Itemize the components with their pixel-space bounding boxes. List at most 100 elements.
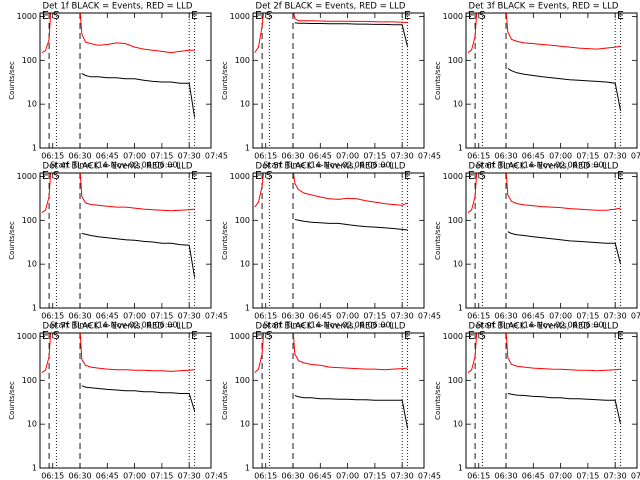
y-tick-label: 100	[22, 376, 37, 385]
x-tick-label: 06:15	[254, 312, 277, 321]
x-tick-label: 07:15	[576, 472, 599, 480]
annotation: E	[255, 329, 262, 342]
series-line	[81, 73, 196, 118]
x-tick-label: 07:15	[150, 312, 173, 321]
x-tick-label: 06:30	[494, 312, 517, 321]
y-tick-label: 100	[448, 216, 463, 225]
annotation: S	[53, 169, 60, 182]
y-tick-label: 1	[458, 304, 463, 313]
y-tick-label: 10	[453, 420, 463, 429]
y-tick-label: 1000	[17, 332, 37, 341]
series-line	[41, 173, 195, 214]
x-tick-label: 06:15	[467, 152, 490, 161]
x-tick-label: 07:45	[418, 472, 441, 480]
x-tick-label: 07:45	[418, 152, 441, 161]
y-tick-label: 1000	[443, 332, 463, 341]
annotation: E	[617, 9, 624, 22]
x-tick-label: 06:15	[467, 312, 490, 321]
series-line	[467, 13, 621, 54]
annotation: E	[191, 329, 198, 342]
x-tick-label: 07:30	[391, 312, 414, 321]
y-axis-label: Counts/sec	[434, 221, 442, 260]
x-tick-label: 06:45	[309, 312, 332, 321]
x-tick-label: 06:45	[522, 312, 545, 321]
x-tick-label: 07:00	[549, 152, 572, 161]
annotation: E	[42, 9, 49, 22]
annotation: E	[404, 329, 411, 342]
y-tick-label: 10	[27, 420, 37, 429]
panel: Det 3f BLACK = Events, RED = LLD Start Ti…	[434, 2, 640, 170]
x-tick-label: 07:45	[205, 152, 228, 161]
annotation: E	[191, 169, 198, 182]
plot-frame	[252, 172, 425, 309]
x-tick-label: 06:30	[68, 152, 91, 161]
plot-area	[41, 333, 196, 468]
x-tick-label: 06:45	[96, 152, 119, 161]
series-line	[41, 333, 195, 374]
y-tick-label: 1	[245, 464, 250, 473]
y-tick-label: 100	[235, 216, 250, 225]
plot-area	[467, 173, 622, 308]
x-tick-label: 07:45	[205, 312, 228, 321]
x-tick-label: 07:30	[391, 152, 414, 161]
x-tick-label: 07:00	[549, 472, 572, 480]
panel: Det 1f BLACK = Events, RED = LLD Start Ti…	[8, 2, 228, 170]
series-line	[81, 233, 196, 278]
annotation: E	[255, 9, 262, 22]
x-tick-label: 06:15	[41, 472, 64, 480]
x-tick-label: 06:45	[309, 472, 332, 480]
series-line	[507, 393, 622, 425]
x-tick-label: 07:45	[631, 152, 640, 161]
y-axis-label: Counts/sec	[221, 221, 229, 260]
y-tick-label: 10	[240, 100, 250, 109]
plot-area	[254, 173, 409, 308]
y-tick-label: 1000	[230, 332, 250, 341]
y-tick-label: 1	[245, 144, 250, 153]
x-tick-label: 07:00	[123, 472, 146, 480]
series-line	[507, 231, 622, 265]
x-tick-label: 07:45	[205, 472, 228, 480]
y-tick-label: 1	[32, 304, 37, 313]
x-tick-label: 06:45	[522, 152, 545, 161]
x-tick-label: 07:30	[604, 152, 627, 161]
x-tick-label: 07:15	[576, 152, 599, 161]
annotation: S	[479, 9, 486, 22]
x-tick-label: 06:30	[494, 152, 517, 161]
x-tick-label: 07:30	[391, 472, 414, 480]
y-tick-label: 1000	[443, 172, 463, 181]
chart-title: Det 1f BLACK = Events, RED = LLD	[43, 2, 193, 12]
x-tick-label: 07:30	[178, 312, 201, 321]
series-line	[254, 13, 408, 53]
annotation: E	[42, 169, 49, 182]
x-axis-label: Start Time (14-Nov-02 06:06:00)	[50, 321, 180, 330]
x-tick-label: 06:45	[96, 472, 119, 480]
y-axis-label: Counts/sec	[434, 381, 442, 420]
x-tick-label: 07:15	[363, 312, 386, 321]
y-tick-label: 100	[22, 216, 37, 225]
plot-area	[41, 173, 196, 308]
chart-title: Det 2f BLACK = Events, RED = LLD	[256, 2, 406, 12]
annotation: S	[266, 9, 273, 22]
y-tick-label: 1	[32, 144, 37, 153]
x-tick-label: 06:45	[96, 312, 119, 321]
plot-frame	[39, 332, 212, 469]
annotation: S	[266, 329, 273, 342]
x-tick-label: 07:30	[604, 312, 627, 321]
x-tick-label: 07:15	[363, 152, 386, 161]
y-tick-label: 100	[448, 376, 463, 385]
annotation: E	[468, 329, 475, 342]
x-tick-label: 07:15	[150, 472, 173, 480]
x-tick-label: 07:00	[336, 472, 359, 480]
x-tick-label: 07:15	[576, 312, 599, 321]
y-axis-label: Counts/sec	[221, 61, 229, 100]
annotation: E	[468, 169, 475, 182]
y-tick-label: 100	[22, 56, 37, 65]
annotation: E	[468, 9, 475, 22]
series-line	[294, 395, 409, 429]
plot-frame	[465, 12, 638, 149]
plot-frame	[252, 332, 425, 469]
x-tick-label: 07:45	[631, 312, 640, 321]
